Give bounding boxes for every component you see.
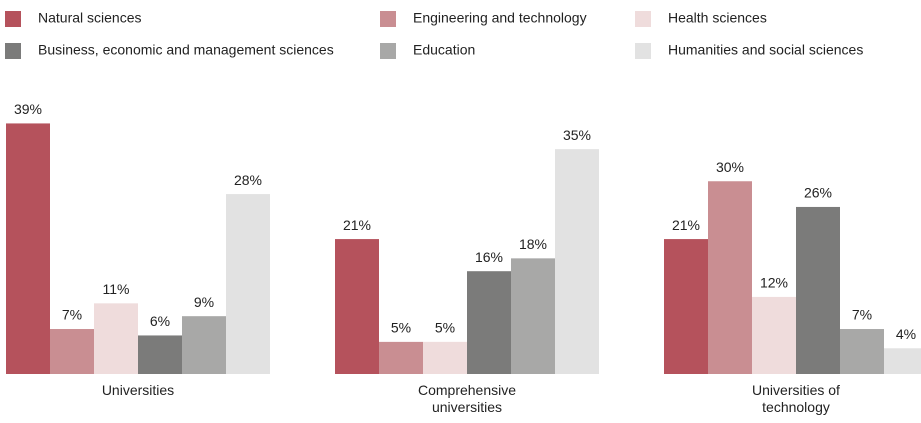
category-label: Comprehensive universities	[417, 382, 517, 415]
bar	[423, 341, 467, 374]
legend-swatch	[380, 43, 396, 59]
legend-label: Education	[413, 42, 475, 58]
legend-label: Business, economic and management scienc…	[38, 42, 334, 58]
bar	[467, 271, 511, 374]
data-label: 21%	[343, 217, 371, 233]
data-label: 9%	[194, 294, 214, 310]
legend-label: Engineering and technology	[413, 10, 587, 26]
data-label: 6%	[150, 313, 170, 329]
legend-swatch	[5, 43, 21, 59]
bar	[708, 181, 752, 374]
bar	[379, 341, 423, 374]
data-label: 5%	[391, 320, 411, 336]
data-label: 11%	[103, 281, 130, 297]
data-label: 7%	[852, 307, 872, 323]
bar	[796, 206, 840, 374]
data-label: 12%	[760, 275, 788, 291]
bar	[555, 149, 599, 374]
bar	[50, 329, 94, 374]
bar	[94, 303, 138, 374]
bar	[752, 296, 796, 374]
data-label: 4%	[896, 326, 916, 342]
category-label: Universities of technology	[752, 382, 840, 415]
legend-label: Natural sciences	[38, 10, 142, 26]
legend-label: Health sciences	[668, 10, 767, 26]
data-label: 35%	[563, 127, 591, 143]
bar	[884, 348, 921, 374]
bar	[511, 258, 555, 374]
data-label: 30%	[716, 159, 744, 175]
bar	[664, 239, 708, 374]
data-label: 5%	[435, 320, 455, 336]
bar	[6, 123, 50, 374]
bar	[138, 335, 182, 374]
legend-swatch	[635, 43, 651, 59]
data-label: 39%	[14, 101, 42, 117]
legend-swatch	[5, 11, 21, 27]
data-label: 21%	[672, 217, 700, 233]
data-label: 7%	[62, 307, 82, 323]
bar	[182, 316, 226, 374]
legend-swatch	[380, 11, 396, 27]
data-label: 16%	[475, 249, 503, 265]
legend-label: Humanities and social sciences	[668, 42, 863, 58]
bar	[840, 329, 884, 374]
data-label: 26%	[804, 185, 832, 201]
category-label: Universities	[101, 382, 175, 398]
data-label: 18%	[519, 236, 547, 252]
bar	[335, 239, 379, 374]
bar	[226, 194, 270, 374]
data-label: 28%	[234, 172, 262, 188]
legend-swatch	[635, 11, 651, 27]
